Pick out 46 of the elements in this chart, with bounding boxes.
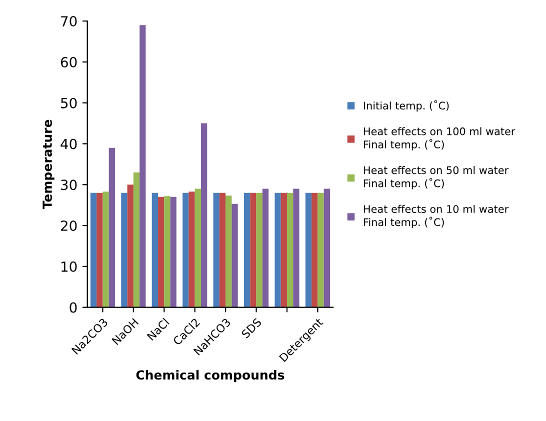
y-tick-label: 20 (60, 220, 77, 232)
bar (250, 192, 256, 308)
legend-label: Heat effects on 100 ml water Final temp. (˚C) (364, 127, 516, 150)
bar (188, 192, 195, 308)
y-tick-label: 70 (61, 16, 77, 27)
y-tick-label: 60 (60, 56, 77, 68)
y-tick-label: 0 (70, 302, 77, 313)
y-tick-label: 10 (61, 261, 77, 272)
bar (96, 192, 103, 308)
bar (305, 192, 312, 308)
bar (232, 204, 238, 308)
legend-label: Heat effects on 50 ml water Final temp. (˚C) (364, 166, 509, 190)
bar (140, 25, 146, 308)
bar (158, 196, 164, 308)
bar (318, 192, 324, 308)
bar (127, 184, 134, 308)
bar (182, 192, 189, 308)
legend-label: Initial temp. (˚C) (364, 100, 449, 112)
bar (152, 192, 158, 308)
y-tick-label: 50 (61, 98, 77, 108)
y-axis-title: Temperature (42, 120, 54, 210)
y-tick-label: 30 (61, 180, 77, 190)
bar (121, 192, 128, 308)
bar (274, 192, 281, 308)
bar (164, 196, 170, 308)
bar (312, 192, 318, 308)
y-tick-label: 40 (60, 138, 77, 150)
bar (219, 192, 226, 308)
bar (244, 192, 250, 308)
x-axis-title: Chemical compounds (136, 370, 284, 382)
bar (194, 188, 201, 308)
bar (102, 192, 109, 308)
bar (213, 192, 220, 308)
bar (170, 196, 176, 308)
bar (133, 172, 140, 308)
bar (286, 192, 294, 308)
bar (200, 123, 208, 308)
bar (90, 192, 97, 308)
bar (108, 148, 115, 308)
legend-label: Heat effects on 10 ml water Final temp. (˚C) (364, 204, 509, 228)
bar (226, 196, 232, 308)
bar (262, 188, 269, 308)
bar (324, 188, 330, 308)
bar (256, 192, 262, 308)
bar (293, 188, 300, 308)
bar (280, 192, 287, 308)
